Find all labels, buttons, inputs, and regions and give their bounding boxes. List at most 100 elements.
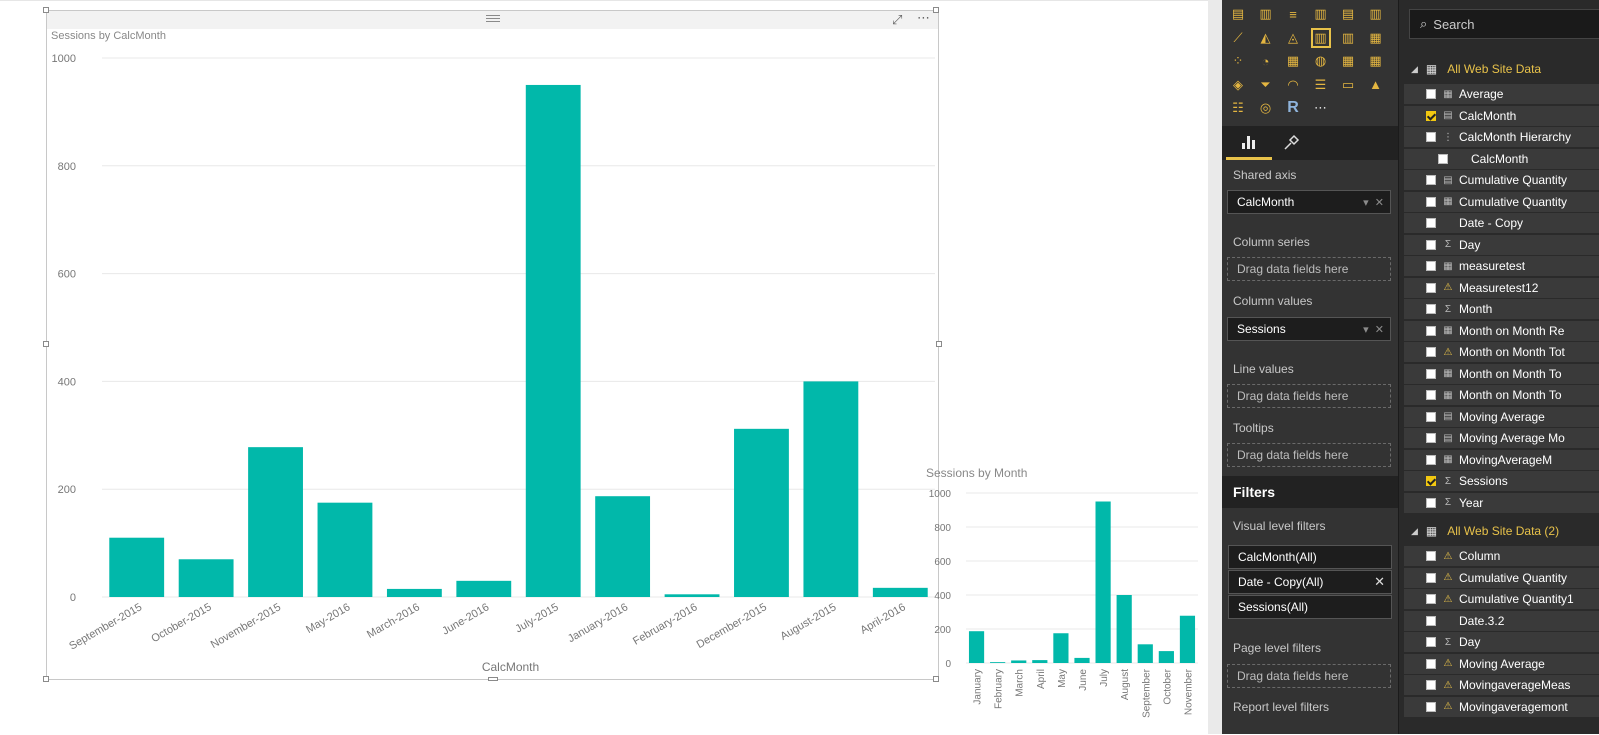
kpi-icon[interactable]: ▲ bbox=[1369, 77, 1382, 92]
field-item[interactable]: ⚠ MovingaverageMeas bbox=[1404, 675, 1599, 695]
stacked-area-icon[interactable]: ◬ bbox=[1288, 29, 1298, 45]
field-item[interactable]: ▦ Cumulative Quantity bbox=[1404, 191, 1599, 212]
r-visual-icon[interactable]: R bbox=[1287, 99, 1299, 116]
well-dropdown-remove-icons[interactable]: ▾ ✕ bbox=[1363, 196, 1384, 209]
field-item[interactable]: Σ Sessions bbox=[1404, 471, 1599, 491]
collapse-arrow-icon[interactable]: ◢ bbox=[1411, 525, 1418, 536]
table-icon[interactable]: ▦ bbox=[1341, 53, 1355, 68]
field-checkbox[interactable] bbox=[1426, 497, 1436, 508]
field-checkbox[interactable] bbox=[1426, 411, 1436, 422]
field-checkbox[interactable] bbox=[1426, 454, 1436, 465]
resize-handle-bottom-left[interactable] bbox=[43, 676, 49, 682]
treemap-icon[interactable]: ▦ bbox=[1286, 53, 1300, 68]
field-checkbox[interactable] bbox=[1426, 658, 1436, 669]
clustered-column-icon[interactable]: ▥ bbox=[1314, 6, 1327, 21]
field-checkbox[interactable] bbox=[1426, 261, 1436, 271]
field-item[interactable]: ▦ MovingAverageM bbox=[1404, 449, 1599, 470]
field-item[interactable]: ▦ Month on Month To bbox=[1404, 363, 1599, 384]
field-item[interactable]: ⚠ Movingaveragemont bbox=[1404, 696, 1599, 717]
field-checkbox[interactable] bbox=[1426, 368, 1436, 379]
field-checkbox[interactable] bbox=[1426, 196, 1436, 207]
field-item[interactable]: ▤ Moving Average bbox=[1404, 406, 1599, 427]
page-filters-well[interactable]: Drag data fields here bbox=[1227, 664, 1391, 688]
field-item[interactable]: ⚠ Cumulative Quantity bbox=[1404, 567, 1599, 588]
more-options-icon[interactable]: ⋯ bbox=[917, 10, 930, 25]
report-canvas[interactable]: ⤢ ⋯ Sessions by CalcMonth 0 200 400 600 800 1… bbox=[0, 0, 1208, 735]
slicer-icon[interactable]: ☷ bbox=[1232, 100, 1244, 115]
field-item[interactable]: Date.3.2 bbox=[1404, 610, 1599, 631]
field-item[interactable]: ⚠ Month on Month Tot bbox=[1404, 342, 1599, 362]
scatter-icon[interactable]: ⁘ bbox=[1232, 53, 1244, 68]
field-item[interactable]: ⚠ Measuretest12 bbox=[1404, 277, 1599, 298]
field-item[interactable]: ▦ Month on Month To bbox=[1404, 385, 1599, 405]
100-stacked-bar-icon[interactable]: ▤ bbox=[1341, 6, 1355, 21]
resize-handle-bottom-right[interactable] bbox=[933, 676, 939, 682]
field-checkbox[interactable] bbox=[1426, 218, 1436, 228]
field-item[interactable]: ⚠ Column bbox=[1404, 546, 1599, 566]
field-checkbox[interactable] bbox=[1426, 325, 1436, 336]
resize-handle-right[interactable] bbox=[936, 341, 942, 347]
format-tab[interactable] bbox=[1268, 126, 1314, 160]
resize-handle-bottom[interactable] bbox=[488, 677, 498, 681]
field-checkbox[interactable] bbox=[1438, 153, 1448, 164]
field-item[interactable]: Σ Day bbox=[1404, 632, 1599, 652]
column-series-well[interactable]: Drag data fields here bbox=[1227, 257, 1391, 281]
shared-axis-well[interactable]: CalcMonth ▾ ✕ bbox=[1227, 190, 1391, 214]
resize-handle-top-left[interactable] bbox=[43, 7, 49, 13]
field-checkbox[interactable] bbox=[1426, 110, 1436, 121]
field-checkbox[interactable] bbox=[1426, 347, 1436, 357]
multirow-card-icon[interactable]: ☰ bbox=[1314, 76, 1327, 92]
field-item[interactable]: ⚠ Moving Average bbox=[1404, 653, 1599, 674]
visual-header[interactable] bbox=[47, 11, 938, 29]
field-checkbox[interactable] bbox=[1426, 572, 1436, 583]
field-item[interactable]: ▦ Average bbox=[1404, 84, 1599, 104]
field-item[interactable]: CalcMonth bbox=[1404, 148, 1599, 169]
field-item[interactable]: ⚠ Cumulative Quantity1 bbox=[1404, 589, 1599, 609]
more-icon[interactable]: ⋯ bbox=[1314, 100, 1327, 115]
field-checkbox[interactable] bbox=[1426, 175, 1436, 185]
field-item[interactable]: Σ Year bbox=[1404, 492, 1599, 513]
drag-handle-icon[interactable] bbox=[486, 15, 500, 16]
fields-tab[interactable] bbox=[1226, 126, 1272, 160]
card-icon[interactable]: ▭ bbox=[1341, 76, 1355, 92]
100-stacked-column-icon[interactable]: ▥ bbox=[1369, 6, 1382, 21]
filter-date-copy[interactable]: Date - Copy(All) ✕ bbox=[1228, 570, 1392, 594]
field-checkbox[interactable] bbox=[1426, 615, 1436, 626]
field-checkbox[interactable] bbox=[1426, 132, 1436, 142]
stacked-column-icon[interactable]: ▥ bbox=[1259, 6, 1272, 21]
field-item[interactable]: Σ Day bbox=[1404, 234, 1599, 255]
column-values-well[interactable]: Sessions ▾ ✕ bbox=[1227, 317, 1391, 341]
pane-divider[interactable] bbox=[1208, 0, 1222, 734]
field-checkbox[interactable] bbox=[1426, 239, 1436, 250]
remove-filter-icon[interactable]: ✕ bbox=[1374, 574, 1385, 589]
field-item[interactable]: ▤ CalcMonth bbox=[1404, 105, 1599, 126]
stacked-bar-icon[interactable]: ▤ bbox=[1231, 6, 1245, 21]
resize-handle-left[interactable] bbox=[43, 341, 49, 347]
field-checkbox[interactable] bbox=[1426, 551, 1436, 561]
filled-map-icon[interactable]: ◈ bbox=[1233, 76, 1243, 92]
collapse-arrow-icon[interactable]: ◢ bbox=[1411, 63, 1418, 74]
main-column-chart-visual[interactable]: ⤢ ⋯ Sessions by CalcMonth 0 200 400 600 800 1… bbox=[46, 10, 939, 680]
table-header[interactable]: ◢ ▦ All Web Site Data bbox=[1399, 58, 1599, 80]
gauge-icon[interactable]: ◠ bbox=[1287, 76, 1299, 92]
focus-mode-icon[interactable]: ⤢ bbox=[892, 12, 903, 27]
resize-handle-top-right[interactable] bbox=[933, 7, 939, 13]
table-header[interactable]: ◢ ▦ All Web Site Data (2) bbox=[1399, 520, 1599, 542]
clustered-bar-icon[interactable]: ≡ bbox=[1289, 6, 1297, 22]
matrix-icon[interactable]: ▦ bbox=[1369, 53, 1382, 68]
field-item[interactable]: ⋮ CalcMonth Hierarchy bbox=[1404, 127, 1599, 147]
field-checkbox[interactable] bbox=[1426, 594, 1436, 604]
line-chart-icon[interactable]: ⟋ bbox=[1233, 29, 1243, 45]
tooltips-well[interactable]: Drag data fields here bbox=[1227, 443, 1391, 467]
field-checkbox[interactable] bbox=[1426, 476, 1436, 486]
area-chart-icon[interactable]: ◭ bbox=[1260, 29, 1271, 45]
field-checkbox[interactable] bbox=[1426, 701, 1436, 712]
donut-icon[interactable]: ◎ bbox=[1259, 100, 1272, 115]
field-checkbox[interactable] bbox=[1426, 304, 1436, 314]
line-column-icon[interactable]: ▥ bbox=[1310, 27, 1331, 48]
filter-sessions[interactable]: Sessions(All) bbox=[1228, 595, 1392, 619]
filter-calcmonth[interactable]: CalcMonth(All) bbox=[1228, 545, 1392, 569]
field-item[interactable]: ▦ measuretest bbox=[1404, 256, 1599, 276]
well-dropdown-remove-icons[interactable]: ▾ ✕ bbox=[1363, 323, 1384, 336]
field-item[interactable]: Σ Month bbox=[1404, 299, 1599, 319]
